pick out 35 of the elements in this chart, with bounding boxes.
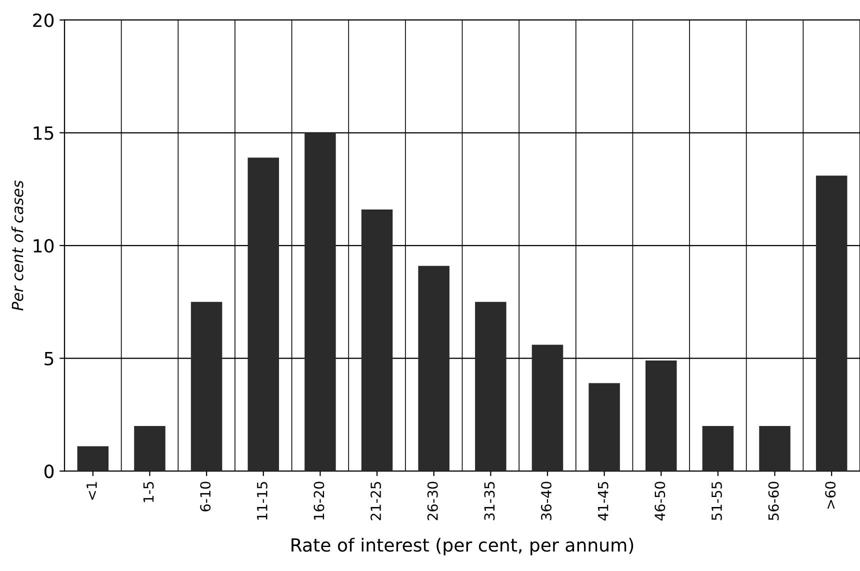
bar bbox=[304, 132, 336, 472]
x-tick-label: 31-35 bbox=[484, 482, 495, 520]
y-tick-label: 5 bbox=[44, 352, 54, 366]
y-tick-label: 20 bbox=[33, 13, 54, 28]
x-tick-label: 51-55 bbox=[712, 482, 722, 520]
bar bbox=[646, 360, 677, 472]
x-tick-label: 46-50 bbox=[654, 482, 666, 520]
x-tick-label: 56-60 bbox=[768, 482, 779, 520]
bar bbox=[134, 426, 166, 472]
x-tick-label: 11-15 bbox=[257, 482, 268, 520]
bar bbox=[816, 176, 848, 472]
x-tick-label: 36-40 bbox=[541, 482, 552, 520]
bar bbox=[77, 446, 109, 472]
y-tick-label: 10 bbox=[34, 238, 54, 253]
x-tick-label: 6-10 bbox=[200, 482, 211, 512]
x-axis-title: Rate of interest (per cent, per annum) bbox=[292, 538, 634, 556]
x-tick-label: >60 bbox=[825, 482, 836, 509]
bar bbox=[248, 158, 279, 472]
bar bbox=[702, 426, 734, 472]
x-tick-label: <1 bbox=[86, 482, 97, 500]
bar bbox=[588, 383, 620, 472]
x-tick-label: 16-20 bbox=[314, 482, 324, 520]
y-axis-title: Per cent of cases bbox=[11, 180, 24, 310]
bar bbox=[532, 344, 564, 472]
bar bbox=[361, 209, 393, 472]
x-tick-label: 21-25 bbox=[370, 482, 382, 520]
bar bbox=[418, 266, 450, 472]
x-tick-label: 41-45 bbox=[598, 482, 608, 520]
y-tick-label: 0 bbox=[44, 464, 54, 478]
x-tick-label: 1-5 bbox=[143, 482, 154, 502]
bar bbox=[759, 426, 790, 472]
y-tick-label: 15 bbox=[34, 126, 54, 140]
bar bbox=[190, 302, 222, 472]
x-tick-label: 26-30 bbox=[427, 482, 438, 520]
bar bbox=[475, 302, 506, 472]
